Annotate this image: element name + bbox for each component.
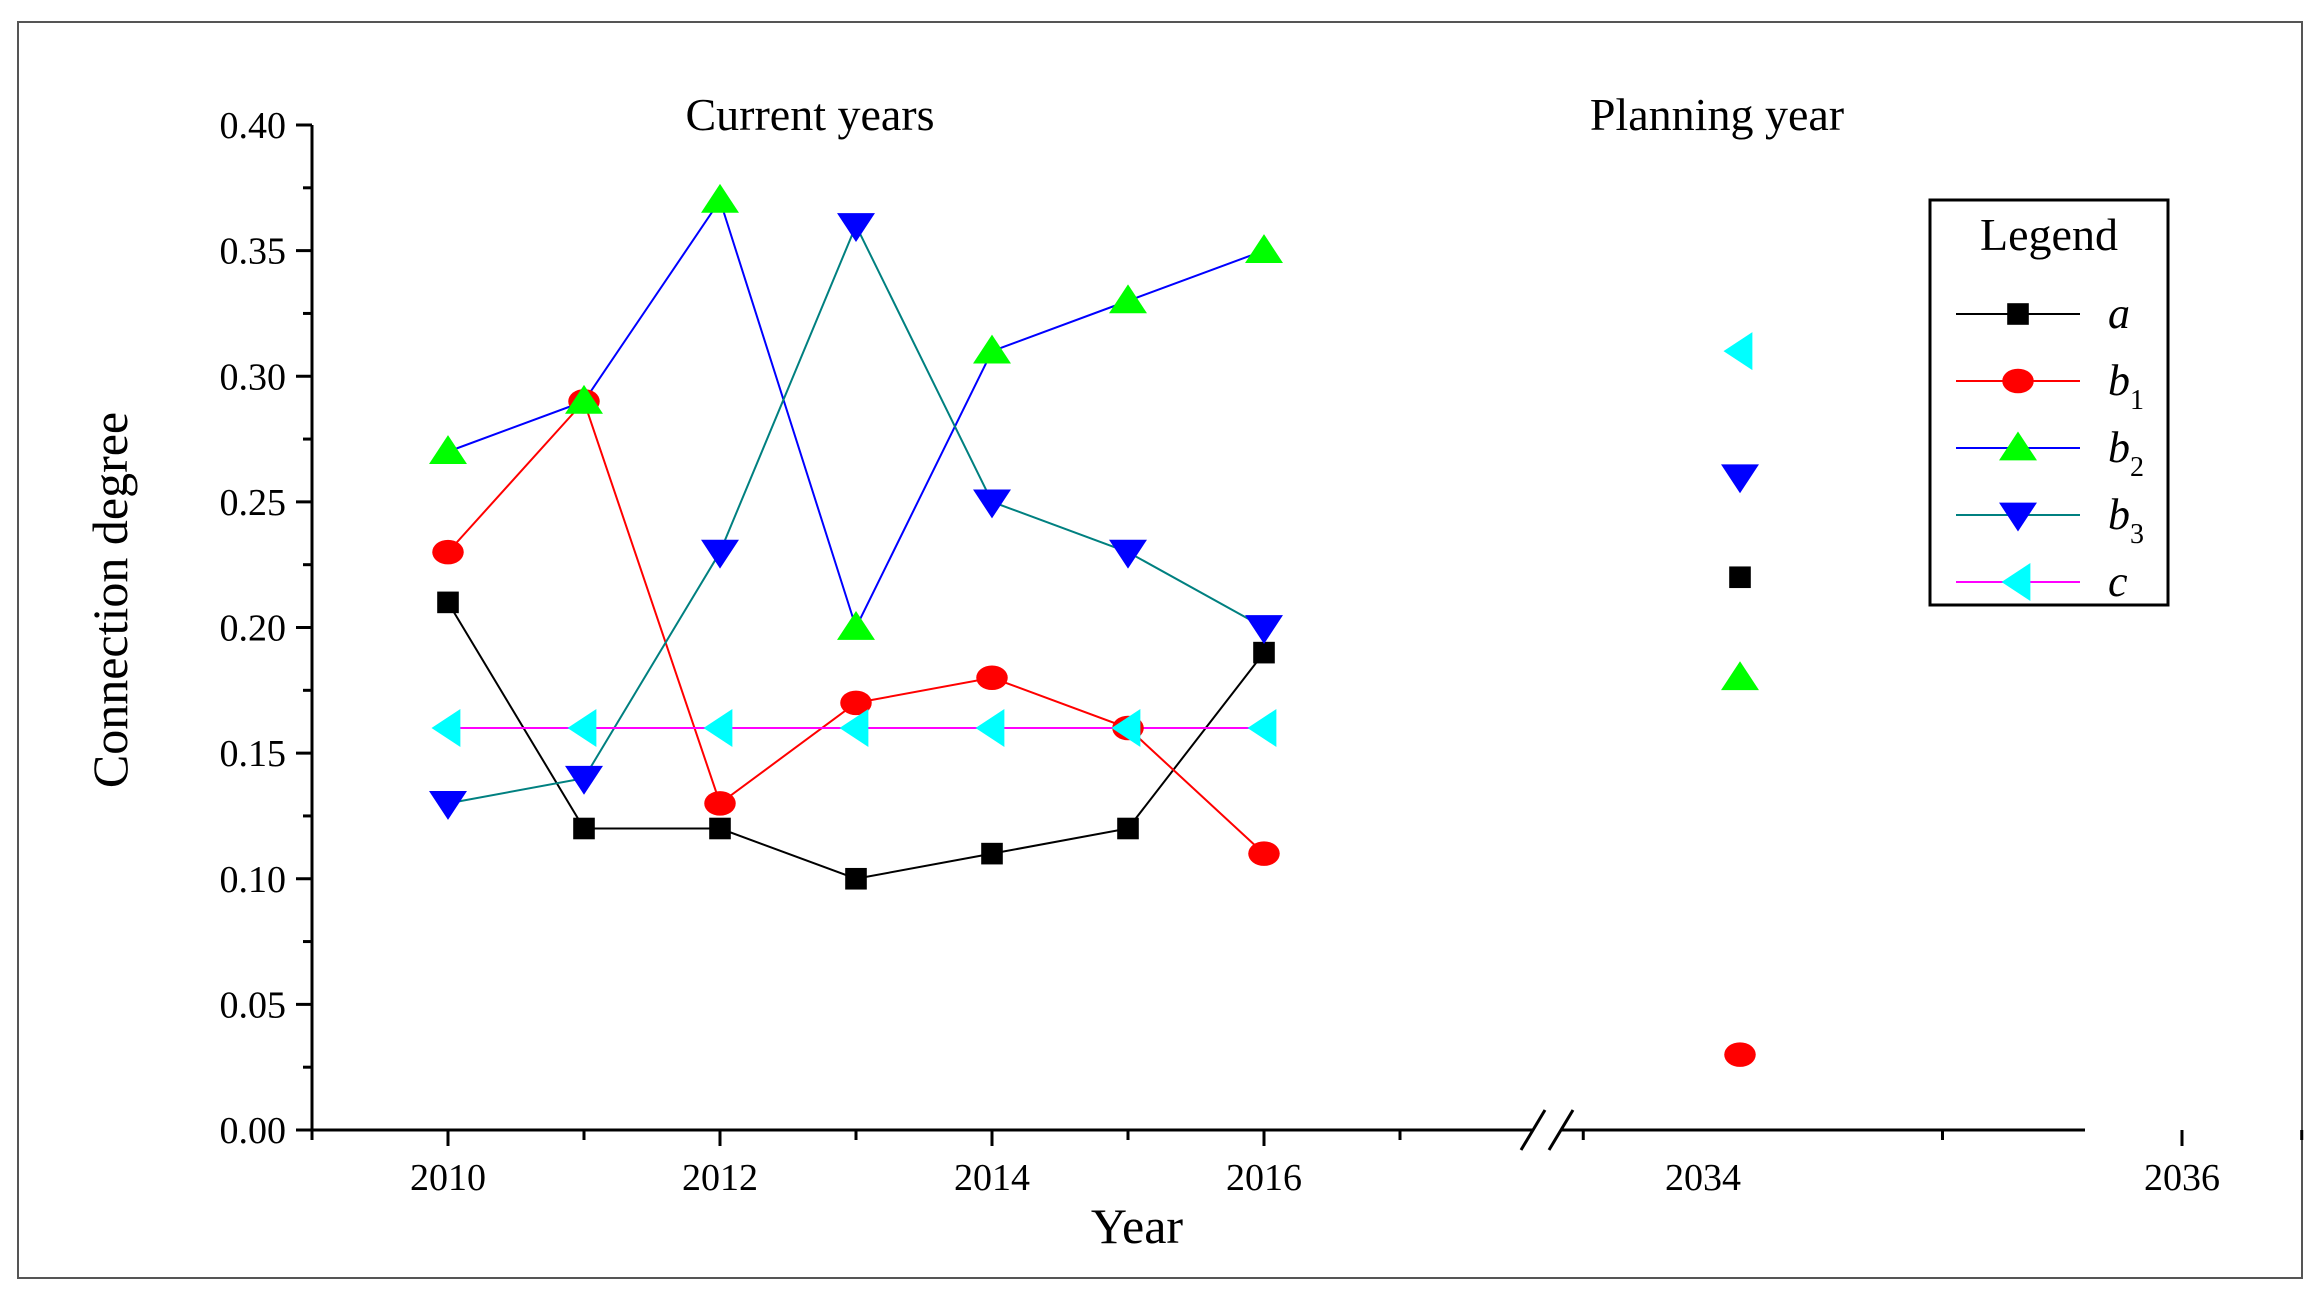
figure-border [17, 21, 2303, 1279]
data-point-a [981, 842, 1003, 865]
legend-marker [2001, 563, 2031, 601]
data-point-c [1247, 709, 1277, 747]
y-tick-label: 0.40 [220, 105, 287, 147]
data-point-a [573, 817, 595, 840]
legend-label: b1 [2108, 356, 2144, 416]
data-point-a [845, 867, 867, 890]
data-point-b3 [565, 765, 603, 795]
legend-marker [1999, 502, 2037, 532]
y-tick-label: 0.15 [220, 733, 287, 775]
data-point-b2 [1109, 284, 1147, 314]
data-point-b2 [973, 334, 1011, 364]
data-point-b1 [840, 690, 872, 716]
planning-point-b3 [1721, 464, 1759, 494]
data-point-b3 [973, 489, 1011, 519]
data-point-b2 [565, 384, 603, 414]
data-point-b2 [1245, 234, 1283, 263]
data-point-c [567, 709, 597, 747]
data-point-b3 [701, 539, 739, 569]
legend-label: a [2108, 289, 2130, 338]
legend-item-c: c [1956, 557, 2128, 606]
data-point-a [1253, 641, 1275, 664]
legend-box [1928, 198, 2170, 607]
section-label-planning: Planning year [1590, 89, 1844, 140]
data-point-b1 [976, 665, 1008, 691]
data-point-c [703, 709, 733, 747]
data-point-a [1117, 817, 1139, 840]
data-point-b2 [429, 435, 467, 464]
data-point-c [839, 709, 869, 747]
x-tick-label: 2012 [682, 1157, 758, 1199]
y-tick-label: 0.20 [220, 608, 287, 650]
data-point-b2 [837, 611, 875, 640]
y-axis-title: Connection degree [82, 412, 138, 788]
planning-point-b1 [1724, 1042, 1756, 1067]
series-b2 [447, 198, 1265, 631]
series-markers-c [431, 332, 1753, 747]
legend-marker [2002, 368, 2034, 394]
series-markers-b2 [429, 183, 1759, 691]
y-tick-label: 0.00 [220, 1110, 287, 1152]
data-point-b1 [1248, 841, 1280, 866]
y-tick-label: 0.35 [220, 231, 287, 273]
legend-item-b2: b2 [1956, 423, 2144, 483]
data-point-b1 [432, 539, 464, 565]
x-tick-label: 2014 [954, 1157, 1030, 1199]
series-markers-b3 [429, 213, 1759, 820]
y-tick-label: 0.25 [220, 482, 287, 524]
y-tick-label: 0.05 [220, 984, 287, 1026]
x-axis-title: Year [1091, 1198, 1183, 1254]
legend-marker [1999, 431, 2037, 461]
section-label-current: Current years [685, 89, 934, 140]
y-tick-label: 0.30 [220, 356, 287, 398]
y-tick-label: 0.10 [220, 859, 287, 901]
data-point-b2 [701, 183, 739, 213]
axis-break-mark [1547, 1109, 1575, 1151]
legend-item-b3: b3 [1956, 490, 2144, 550]
data-point-b1 [704, 791, 736, 816]
data-point-c [431, 709, 461, 747]
data-point-b3 [429, 791, 467, 820]
series-layer [429, 183, 1759, 1067]
planning-point-c [1723, 332, 1753, 371]
legend-marker [2007, 303, 2029, 325]
data-point-c [975, 709, 1005, 747]
data-point-b3 [1109, 539, 1147, 569]
data-point-b3 [1245, 615, 1283, 644]
legend-item-a: a [1956, 289, 2130, 338]
legend-item-b1: b1 [1956, 356, 2144, 416]
axes: 0.00 0.05 0.10 0.15 0.20 0.25 0.30 0.35 0.40 2010… [82, 89, 2304, 1254]
x-tick-label: 2016 [1226, 1157, 1302, 1199]
data-point-a [437, 591, 459, 614]
legend-title: Legend [1980, 209, 2118, 260]
legend-label: c [2108, 557, 2128, 606]
x-tick-label: 2036 [2144, 1157, 2220, 1199]
series-line-b2 [447, 198, 1265, 631]
series-markers-a [437, 566, 1751, 890]
legend-label: b2 [2108, 423, 2144, 483]
planning-point-a [1729, 566, 1751, 589]
x-tick-label: 2034 [1665, 1157, 1741, 1199]
axis-break-mark [1519, 1109, 1547, 1151]
legend-label: b3 [2108, 490, 2144, 550]
x-tick-label: 2010 [410, 1157, 486, 1199]
data-point-c [1111, 709, 1141, 747]
data-point-a [709, 817, 731, 840]
data-point-b3 [837, 213, 875, 242]
legend: Legend a b1 b2 b3 c [1928, 198, 2170, 607]
planning-point-b2 [1721, 661, 1759, 691]
